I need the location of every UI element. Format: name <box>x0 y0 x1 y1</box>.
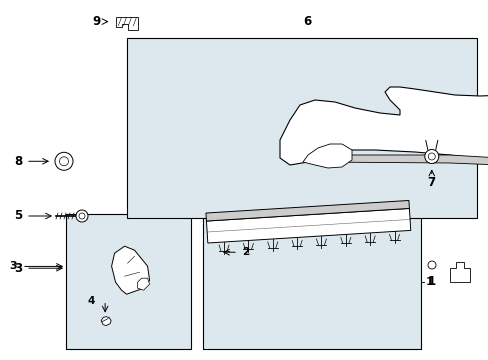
Polygon shape <box>101 316 111 325</box>
Circle shape <box>79 213 85 219</box>
Text: 9: 9 <box>93 15 101 28</box>
Circle shape <box>76 210 88 222</box>
Text: 3: 3 <box>14 262 22 275</box>
Text: 3: 3 <box>9 261 17 271</box>
Polygon shape <box>206 208 410 243</box>
Polygon shape <box>116 17 138 30</box>
Polygon shape <box>311 155 488 170</box>
Bar <box>127 38 476 218</box>
Bar <box>66 214 190 349</box>
Circle shape <box>424 149 438 163</box>
Circle shape <box>60 157 68 166</box>
Circle shape <box>55 152 73 170</box>
Polygon shape <box>280 80 488 165</box>
Bar <box>203 214 420 349</box>
Text: 8: 8 <box>14 155 22 168</box>
Text: 6: 6 <box>303 15 310 28</box>
Text: 1: 1 <box>427 275 435 288</box>
Text: 7: 7 <box>427 176 435 189</box>
Text: 4: 4 <box>87 296 95 306</box>
Circle shape <box>427 153 434 160</box>
Polygon shape <box>303 144 351 168</box>
Polygon shape <box>111 246 149 294</box>
Polygon shape <box>449 262 469 282</box>
Polygon shape <box>137 278 149 290</box>
Text: 1: 1 <box>425 277 432 287</box>
Text: 5: 5 <box>14 210 22 222</box>
Text: 2: 2 <box>242 247 249 257</box>
Polygon shape <box>205 201 408 221</box>
Circle shape <box>427 261 435 269</box>
